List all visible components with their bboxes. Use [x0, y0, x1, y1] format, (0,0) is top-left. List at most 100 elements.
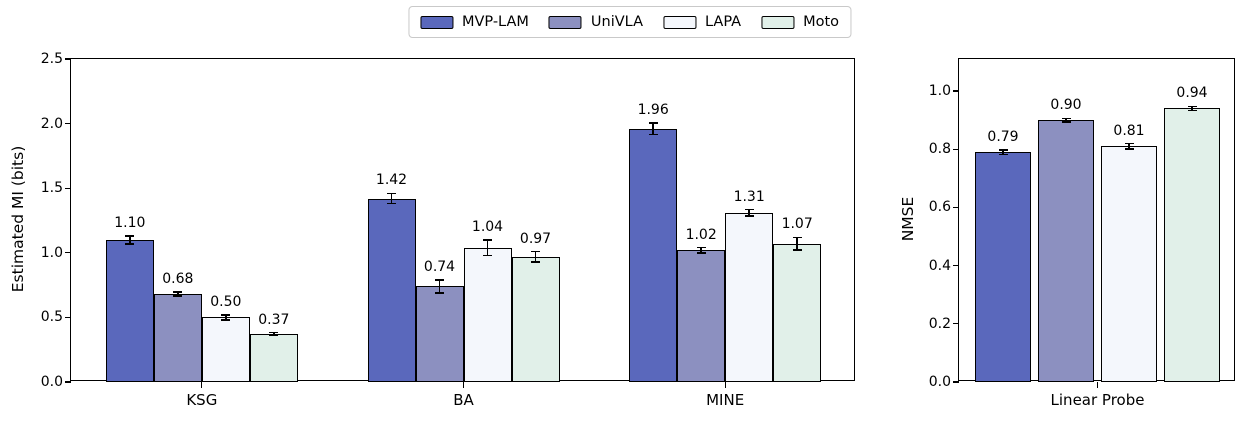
bar-mvp-lam-linear-probe — [975, 152, 1031, 382]
bar-value-label: 0.37 — [258, 311, 290, 328]
bar-value-label: 0.68 — [162, 271, 194, 288]
error-bar-cap-bottom — [1061, 121, 1071, 123]
bar-univla-ksg — [153, 294, 202, 382]
bar-value-label: 0.81 — [1113, 122, 1145, 139]
bar-moto-ba — [511, 256, 560, 382]
error-bar-cap-top — [435, 279, 444, 281]
error-bar-cap-top — [744, 208, 754, 211]
bar-univla-mine — [677, 250, 726, 382]
error-bar-cap-bottom — [435, 292, 444, 294]
bar-value-label: 0.79 — [987, 128, 1019, 145]
error-bar-cap-top — [531, 250, 540, 253]
error-bar-cap-top — [173, 291, 183, 293]
error-bar-cap-top — [1124, 142, 1134, 145]
y-tick-mark — [953, 264, 959, 267]
error-bar — [1002, 149, 1004, 155]
legend-swatch-icon — [419, 15, 453, 29]
bar-value-label: 1.04 — [471, 218, 504, 235]
error-bar — [273, 332, 275, 336]
error-bar-cap-bottom — [1187, 109, 1197, 112]
error-bar-cap-top — [696, 246, 706, 249]
category-label-mine: MINE — [706, 391, 745, 409]
legend-entry-mvp-lam: MVP-LAM — [419, 14, 529, 30]
y-tick-label: 0.6 — [928, 199, 951, 216]
bar-mvp-lam-ksg — [105, 239, 154, 382]
legend-label: UniVLA — [590, 14, 643, 30]
y-tick-label: 1.5 — [40, 180, 63, 197]
error-bar-cap-bottom — [744, 215, 754, 217]
bar-lapa-ksg — [201, 317, 250, 382]
bar-value-label: 0.50 — [210, 293, 242, 310]
bar-moto-ksg — [249, 334, 298, 382]
error-bar — [177, 292, 179, 297]
error-bar-cap-bottom — [998, 153, 1008, 156]
error-bar-cap-bottom — [1124, 148, 1134, 150]
bar-mvp-lam-mine — [629, 128, 678, 382]
y-tick-label: 1.0 — [40, 244, 63, 261]
bar-moto-linear-probe — [1164, 108, 1220, 382]
bar-value-label: 0.90 — [1050, 97, 1082, 114]
error-bar — [700, 247, 702, 253]
y-tick-label: 0.4 — [928, 257, 951, 274]
bar-univla-ba — [415, 286, 464, 382]
error-bar — [748, 209, 750, 216]
error-bar-cap-top — [387, 192, 396, 195]
y-tick-mark — [953, 323, 959, 325]
error-bar — [1065, 118, 1067, 122]
x-tick-mark — [1096, 382, 1099, 388]
category-label-linear-probe: Linear Probe — [1050, 391, 1145, 409]
legend-swatch-icon — [663, 15, 696, 29]
y-tick-mark — [65, 381, 71, 383]
error-bar — [486, 239, 489, 256]
x-tick-mark — [462, 382, 465, 388]
bar-moto-mine — [773, 243, 822, 382]
category-label-ksg: KSG — [186, 391, 218, 409]
legend-entry-lapa: LAPA — [663, 14, 741, 30]
y-tick-label: 0.2 — [928, 315, 951, 332]
error-bar-cap-bottom — [531, 261, 540, 263]
y-tick-mark — [953, 148, 959, 150]
error-bar-cap-bottom — [125, 243, 135, 245]
error-bar-cap-top — [648, 122, 658, 124]
x-tick-mark — [724, 382, 726, 388]
y-tick-mark — [65, 187, 71, 189]
error-bar-cap-top — [221, 314, 231, 316]
error-bar-cap-bottom — [648, 133, 658, 136]
y-axis-label-estimated-mi: Estimated MI (bits) — [9, 145, 27, 293]
y-tick-label: 0.8 — [928, 141, 951, 158]
y-tick-mark — [65, 252, 71, 254]
nmse-chart-plot-area: 0.0 0.2 0.4 0.6 0.8 1.0 Linear Probe 0.79 0.90 0.… — [929, 58, 1235, 409]
y-tick-mark — [65, 58, 71, 60]
legend-entry-univla: UniVLA — [548, 14, 643, 30]
error-bar-cap-bottom — [792, 249, 802, 251]
error-bar — [1191, 106, 1193, 111]
error-bar — [438, 279, 441, 293]
y-tick-mark — [953, 381, 959, 383]
y-tick-label: 0.5 — [40, 309, 63, 326]
legend-label: MVP-LAM — [461, 14, 529, 30]
error-bar-cap-top — [483, 239, 492, 241]
error-bar-cap-top — [1061, 117, 1071, 120]
bar-lapa-mine — [725, 212, 774, 382]
legend-swatch-icon — [548, 15, 582, 29]
y-tick-mark — [953, 206, 959, 209]
legend-entry-moto: Moto — [761, 14, 839, 30]
error-bar-cap-bottom — [269, 334, 279, 337]
legend: MVP-LAM UniVLA LAPA Moto — [407, 6, 852, 38]
bar-value-label: 0.97 — [519, 230, 552, 247]
error-bar — [225, 314, 227, 320]
error-bar-cap-top — [125, 235, 135, 237]
error-bar-cap-top — [269, 331, 279, 334]
bar-value-label: 1.02 — [685, 226, 717, 243]
error-bar-cap-top — [998, 149, 1008, 151]
error-bar-cap-bottom — [173, 295, 183, 297]
bar-value-label: 0.74 — [423, 258, 456, 275]
bar-value-label: 1.10 — [114, 215, 146, 231]
bar-value-label: 0.94 — [1176, 85, 1208, 102]
error-bar-cap-bottom — [483, 254, 492, 257]
y-tick-label: 1.0 — [928, 83, 951, 99]
legend-label: Moto — [803, 14, 840, 30]
error-bar — [390, 193, 393, 204]
y-tick-label: 0.0 — [928, 374, 951, 390]
